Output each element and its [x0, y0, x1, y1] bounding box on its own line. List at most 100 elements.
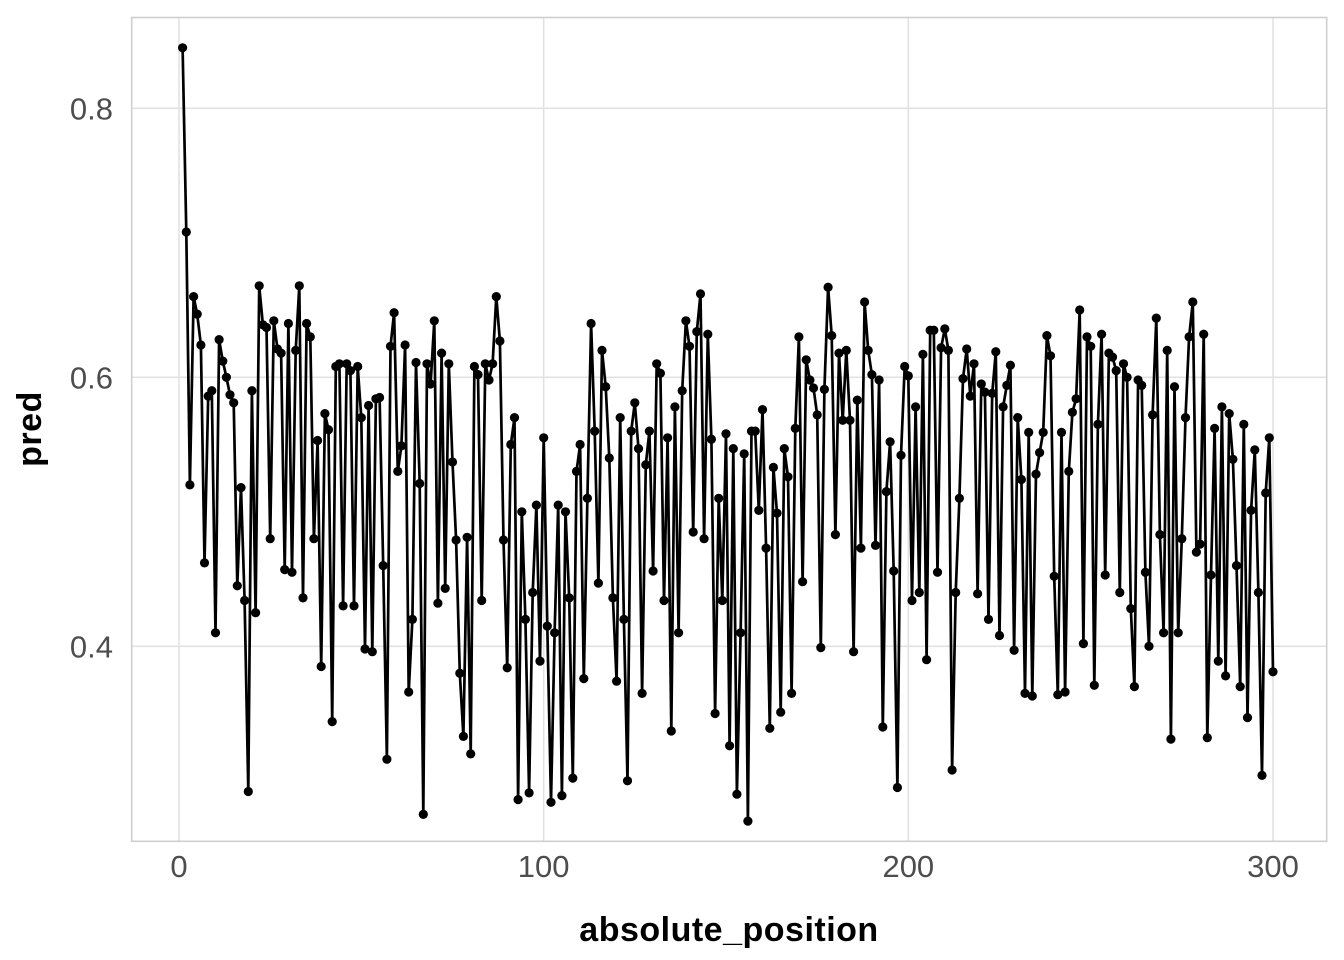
- data-point: [845, 415, 855, 425]
- data-point: [1228, 454, 1238, 464]
- data-point: [914, 587, 924, 598]
- data-point: [863, 345, 873, 355]
- data-point: [1013, 413, 1023, 423]
- data-point: [849, 647, 859, 657]
- data-point: [1159, 628, 1169, 638]
- data-point: [466, 749, 476, 759]
- data-point: [313, 435, 323, 446]
- data-point: [674, 628, 684, 638]
- data-point: [542, 621, 552, 631]
- data-point: [1115, 587, 1125, 598]
- data-point: [900, 361, 910, 372]
- data-point: [1075, 305, 1085, 315]
- data-point: [852, 395, 862, 405]
- data-point: [954, 493, 965, 503]
- data-point: [396, 441, 406, 451]
- data-point: [280, 565, 290, 575]
- data-point: [1078, 639, 1088, 649]
- data-point: [728, 444, 738, 454]
- data-point: [1045, 351, 1056, 361]
- data-point: [575, 439, 585, 450]
- data-point: [998, 402, 1008, 412]
- data-point: [433, 598, 443, 608]
- data-point: [364, 400, 374, 411]
- data-point: [969, 359, 979, 369]
- data-point: [943, 345, 954, 355]
- data-point: [349, 601, 359, 611]
- data-point: [1184, 332, 1194, 342]
- data-point: [1118, 359, 1129, 369]
- data-point: [951, 587, 961, 598]
- data-point: [451, 535, 461, 545]
- data-point: [181, 227, 191, 237]
- data-point: [1180, 413, 1191, 423]
- data-point: [619, 614, 629, 625]
- data-point: [415, 478, 425, 489]
- x-tick-label: 0: [170, 849, 187, 884]
- data-point: [1042, 331, 1052, 341]
- data-point: [196, 340, 206, 350]
- data-point: [1148, 410, 1158, 420]
- data-point: [987, 388, 997, 398]
- data-point: [1122, 372, 1132, 382]
- data-point: [819, 384, 830, 394]
- data-point: [440, 583, 450, 594]
- data-point: [881, 487, 892, 497]
- data-point: [663, 433, 673, 443]
- data-point: [1264, 433, 1274, 443]
- data-point: [801, 355, 811, 365]
- data-point: [375, 392, 385, 403]
- data-point: [841, 345, 851, 355]
- data-point: [229, 398, 239, 408]
- data-point: [743, 816, 753, 826]
- data-point: [298, 593, 308, 603]
- data-point: [309, 534, 319, 544]
- data-point: [513, 795, 523, 805]
- data-point: [221, 372, 231, 382]
- data-point: [320, 409, 330, 419]
- data-point: [655, 368, 666, 378]
- data-point: [1140, 567, 1150, 577]
- data-point: [765, 723, 775, 733]
- data-point: [936, 343, 946, 353]
- data-point: [302, 318, 312, 329]
- data-point: [564, 593, 574, 603]
- data-point: [1195, 539, 1205, 549]
- data-point: [867, 370, 877, 380]
- data-point: [1242, 713, 1253, 723]
- data-point: [210, 628, 221, 638]
- data-point: [393, 466, 403, 476]
- data-point: [630, 398, 640, 408]
- data-point: [1031, 469, 1041, 479]
- data-point: [768, 462, 779, 472]
- data-point: [342, 359, 352, 369]
- data-point: [1038, 427, 1048, 437]
- data-point: [670, 402, 680, 412]
- data-point: [225, 390, 235, 400]
- data-point: [1002, 380, 1012, 390]
- data-point: [1169, 382, 1180, 392]
- data-point: [579, 674, 589, 684]
- data-point: [382, 754, 392, 764]
- y-axis-title: pred: [10, 391, 49, 467]
- data-point: [1060, 687, 1070, 697]
- data-point: [269, 316, 279, 326]
- panel-border: [130, 16, 1328, 843]
- data-point: [965, 391, 975, 401]
- data-point: [276, 348, 286, 358]
- data-point: [528, 587, 538, 598]
- data-point: [830, 530, 841, 540]
- data-point: [929, 325, 939, 335]
- data-point: [980, 387, 990, 397]
- data-point: [918, 349, 928, 359]
- data-point: [622, 776, 633, 786]
- data-point: [860, 297, 870, 307]
- data-point: [247, 386, 257, 396]
- data-point: [506, 439, 516, 450]
- data-point: [531, 500, 542, 510]
- data-point: [484, 375, 494, 385]
- data-point: [885, 437, 895, 447]
- data-point: [870, 540, 881, 551]
- data-point: [1202, 733, 1212, 743]
- data-point: [1246, 505, 1256, 515]
